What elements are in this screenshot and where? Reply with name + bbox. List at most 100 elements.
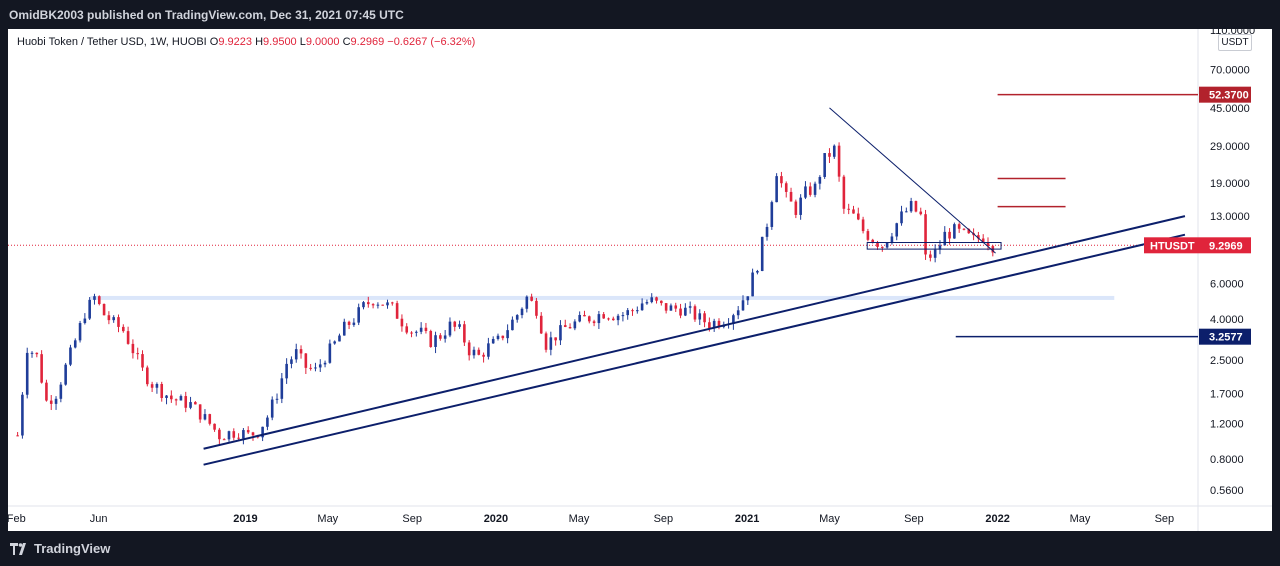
candle-down bbox=[136, 353, 140, 355]
candle-down bbox=[962, 228, 966, 230]
y-tick-label: 29.0000 bbox=[1210, 141, 1250, 153]
currency-button[interactable]: USDT bbox=[1218, 34, 1252, 51]
candle-down bbox=[693, 306, 697, 320]
candle-down bbox=[366, 302, 370, 305]
candle-down bbox=[107, 315, 111, 321]
legend-low: 9.0000 bbox=[305, 36, 340, 48]
candle-down bbox=[708, 322, 711, 328]
candle-down bbox=[194, 402, 197, 405]
candle-down bbox=[587, 316, 591, 322]
candle-down bbox=[530, 296, 533, 301]
candle-down bbox=[141, 354, 144, 368]
candle-down bbox=[808, 186, 812, 195]
last-price-text: 9.2969 bbox=[1209, 240, 1243, 252]
candle-up bbox=[756, 271, 759, 273]
candle-down bbox=[463, 324, 466, 343]
candle-down bbox=[611, 318, 615, 321]
candle-down bbox=[482, 354, 485, 357]
candle-up bbox=[804, 186, 807, 198]
candle-up bbox=[626, 310, 630, 316]
candle-up bbox=[496, 335, 500, 339]
candle-down bbox=[967, 229, 971, 234]
candle-up bbox=[472, 349, 476, 356]
candle-up bbox=[328, 343, 332, 363]
candle-down bbox=[304, 353, 308, 368]
candle-up bbox=[688, 306, 692, 308]
candle-up bbox=[515, 315, 519, 320]
candle-up bbox=[712, 320, 716, 328]
candle-up bbox=[73, 340, 77, 348]
candle-up bbox=[578, 314, 581, 322]
candle-down bbox=[232, 431, 236, 438]
candle-up bbox=[165, 395, 168, 398]
candle-down bbox=[784, 183, 788, 192]
candle-up bbox=[905, 211, 908, 213]
candle-up bbox=[799, 197, 802, 215]
candle-down bbox=[861, 219, 865, 232]
footer-bar bbox=[0, 531, 1280, 566]
legend-close-key: C bbox=[342, 36, 351, 48]
candle-down bbox=[568, 327, 572, 329]
candle-up bbox=[943, 231, 947, 246]
x-tick-label: 2020 bbox=[484, 513, 508, 525]
candle-down bbox=[246, 430, 250, 433]
candle-down bbox=[299, 349, 303, 354]
candle-up bbox=[751, 272, 754, 297]
candle-down bbox=[16, 435, 19, 437]
candle-down bbox=[184, 396, 188, 408]
candle-up bbox=[242, 430, 245, 439]
publisher-text: OmidBK2003 published on TradingView.com,… bbox=[9, 8, 404, 22]
candle-up bbox=[434, 335, 437, 347]
candle-down bbox=[395, 303, 399, 319]
candle-up bbox=[741, 300, 745, 311]
y-tick-label: 0.5600 bbox=[1210, 485, 1244, 497]
x-tick-label: May bbox=[569, 513, 590, 525]
y-tick-label: 1.7000 bbox=[1210, 388, 1244, 400]
price-label-text: 3.2577 bbox=[1209, 332, 1243, 344]
candle-down bbox=[391, 302, 394, 304]
legend-open: 9.9223 bbox=[218, 36, 253, 48]
candle-up bbox=[21, 394, 24, 436]
candle-down bbox=[842, 176, 846, 209]
candle-up bbox=[376, 304, 380, 306]
candle-up bbox=[78, 323, 82, 341]
candle-up bbox=[616, 315, 620, 321]
candle-up bbox=[885, 242, 889, 248]
candle-up bbox=[443, 335, 447, 339]
candle-up bbox=[352, 322, 356, 325]
candle-up bbox=[83, 318, 87, 324]
x-tick-label: Sep bbox=[1155, 513, 1175, 525]
candle-down bbox=[429, 330, 433, 347]
candle-down bbox=[467, 342, 471, 356]
candle-down bbox=[981, 238, 985, 243]
candle-down bbox=[986, 242, 990, 247]
candle-up bbox=[525, 296, 529, 309]
candle-down bbox=[780, 176, 783, 184]
support-zone bbox=[90, 295, 1115, 300]
candle-down bbox=[602, 314, 605, 319]
candle-up bbox=[179, 396, 183, 401]
price-label-badge bbox=[1199, 328, 1251, 345]
x-tick-label: Sep bbox=[402, 513, 422, 525]
candle-up bbox=[732, 315, 735, 324]
candle-up bbox=[155, 384, 159, 388]
x-tick-label: 2021 bbox=[735, 513, 759, 525]
candle-down bbox=[405, 326, 409, 333]
candle-down bbox=[828, 153, 831, 157]
tradingview-logo[interactable]: TradingView bbox=[10, 541, 110, 556]
chart-panel[interactable] bbox=[8, 29, 1272, 531]
candle-down bbox=[664, 303, 668, 311]
y-tick-label: 1.2000 bbox=[1210, 419, 1244, 431]
candle-down bbox=[131, 343, 135, 354]
candle-up bbox=[54, 398, 58, 404]
y-tick-label: 6.0000 bbox=[1210, 278, 1244, 290]
candle-down bbox=[371, 304, 375, 306]
candle-down bbox=[914, 201, 918, 212]
candle-up bbox=[203, 414, 207, 420]
candle-down bbox=[866, 231, 870, 240]
publisher-banner: OmidBK2003 published on TradingView.com,… bbox=[0, 0, 1280, 29]
candle-up bbox=[290, 359, 293, 364]
candle-up bbox=[333, 341, 336, 344]
candle-up bbox=[813, 183, 817, 195]
